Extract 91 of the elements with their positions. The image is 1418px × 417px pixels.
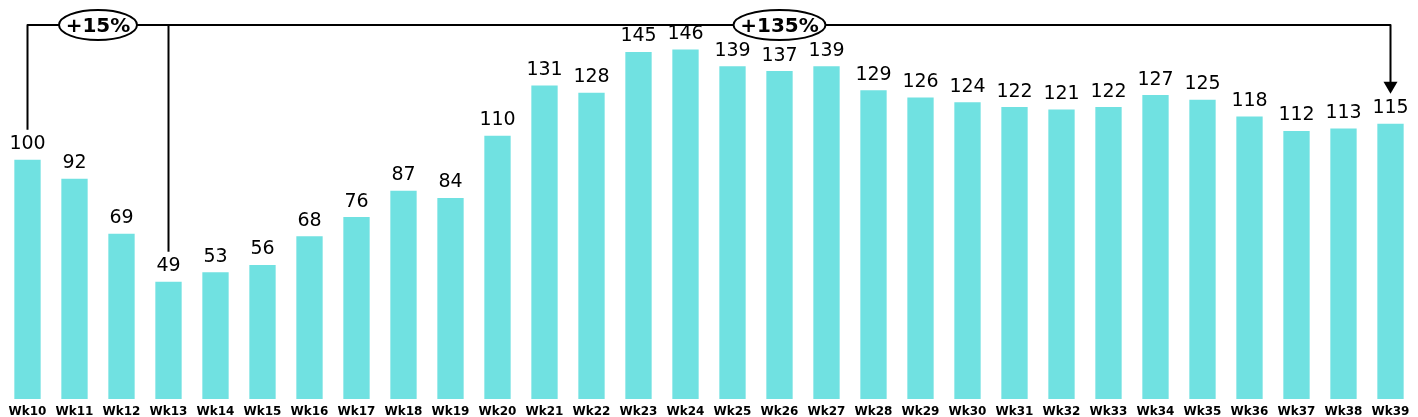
bar (1236, 116, 1263, 399)
x-tick-label: Wk36 (1230, 404, 1269, 417)
data-label: 115 (1372, 95, 1409, 118)
x-tick-label: Wk10 (8, 404, 47, 417)
data-label: 56 (250, 236, 275, 259)
data-label: 139 (714, 37, 751, 60)
bar (14, 159, 41, 399)
data-label: 137 (761, 42, 798, 65)
x-tick-label: Wk34 (1136, 404, 1175, 417)
data-label: 110 (479, 107, 516, 130)
data-label: 122 (996, 78, 1033, 101)
x-tick-label: Wk27 (807, 404, 846, 417)
bar (719, 66, 746, 399)
text: +15% (65, 13, 131, 37)
x-tick-label: Wk31 (995, 404, 1034, 417)
data-label: 92 (62, 150, 87, 173)
data-label: 121 (1043, 80, 1080, 103)
data-label: 69 (109, 205, 134, 228)
x-tick-label: Wk14 (196, 404, 235, 417)
bar (766, 71, 793, 399)
bar (484, 135, 511, 399)
text: +135% (740, 13, 819, 37)
data-label: 125 (1184, 71, 1221, 94)
x-tick-label: Wk37 (1277, 404, 1316, 417)
bar (531, 85, 558, 399)
x-tick-label: Wk35 (1183, 404, 1222, 417)
x-tick-label: Wk13 (149, 404, 188, 417)
bar (578, 92, 605, 399)
x-tick-label: Wk29 (901, 404, 940, 417)
bar (249, 264, 276, 399)
data-label: 112 (1278, 102, 1315, 125)
data-label: 122 (1090, 78, 1127, 101)
data-label: 100 (9, 131, 46, 154)
bar (672, 49, 699, 399)
bar (296, 236, 323, 399)
x-tick-label: Wk39 (1371, 404, 1410, 417)
x-tick-label: Wk23 (619, 404, 658, 417)
data-label: 145 (620, 23, 657, 46)
data-label: 76 (344, 188, 369, 211)
bar (1001, 107, 1028, 399)
x-tick-label: Wk28 (854, 404, 893, 417)
bar (1142, 95, 1169, 399)
data-label: 49 (156, 253, 181, 276)
data-label: 131 (526, 56, 563, 79)
bar (813, 66, 840, 399)
x-tick-label: Wk21 (525, 404, 564, 417)
x-tick-label: Wk16 (290, 404, 329, 417)
bar (61, 178, 88, 399)
x-tick-label: Wk15 (243, 404, 282, 417)
x-tick-label: Wk32 (1042, 404, 1081, 417)
bar (1330, 128, 1357, 399)
x-tick-label: Wk30 (948, 404, 987, 417)
x-tick-label: Wk25 (713, 404, 752, 417)
x-tick-label: Wk17 (337, 404, 376, 417)
bar (1189, 99, 1216, 399)
bar (625, 51, 652, 399)
bar (860, 90, 887, 399)
data-label: 124 (949, 73, 986, 96)
bar (343, 217, 370, 399)
data-label: 113 (1325, 100, 1362, 123)
bar (108, 233, 135, 399)
data-label: 127 (1137, 66, 1174, 89)
data-label: 53 (203, 243, 228, 266)
bar (390, 190, 417, 399)
bar (437, 197, 464, 399)
x-tick-label: Wk38 (1324, 404, 1363, 417)
x-tick-label: Wk19 (431, 404, 470, 417)
x-tick-label: Wk18 (384, 404, 423, 417)
bar (155, 281, 182, 399)
bar (1048, 109, 1075, 399)
x-tick-label: Wk20 (478, 404, 517, 417)
data-label: 118 (1231, 88, 1268, 111)
bar (202, 272, 229, 399)
x-tick-label: Wk33 (1089, 404, 1128, 417)
x-tick-label: Wk24 (666, 404, 705, 417)
data-label: 129 (855, 61, 892, 84)
bar (907, 97, 934, 399)
data-label: 126 (902, 68, 939, 91)
data-label: 68 (297, 207, 322, 230)
x-tick-label: Wk12 (102, 404, 141, 417)
bar (954, 102, 981, 399)
bar (1283, 130, 1310, 399)
bar (1095, 107, 1122, 399)
data-label: 139 (808, 37, 845, 60)
x-tick-label: Wk11 (55, 404, 94, 417)
data-label: 87 (391, 162, 416, 185)
data-label: 84 (438, 169, 463, 192)
x-tick-label: Wk22 (572, 404, 611, 417)
bar (1377, 123, 1404, 399)
data-label: 128 (573, 64, 610, 87)
x-tick-label: Wk26 (760, 404, 799, 417)
